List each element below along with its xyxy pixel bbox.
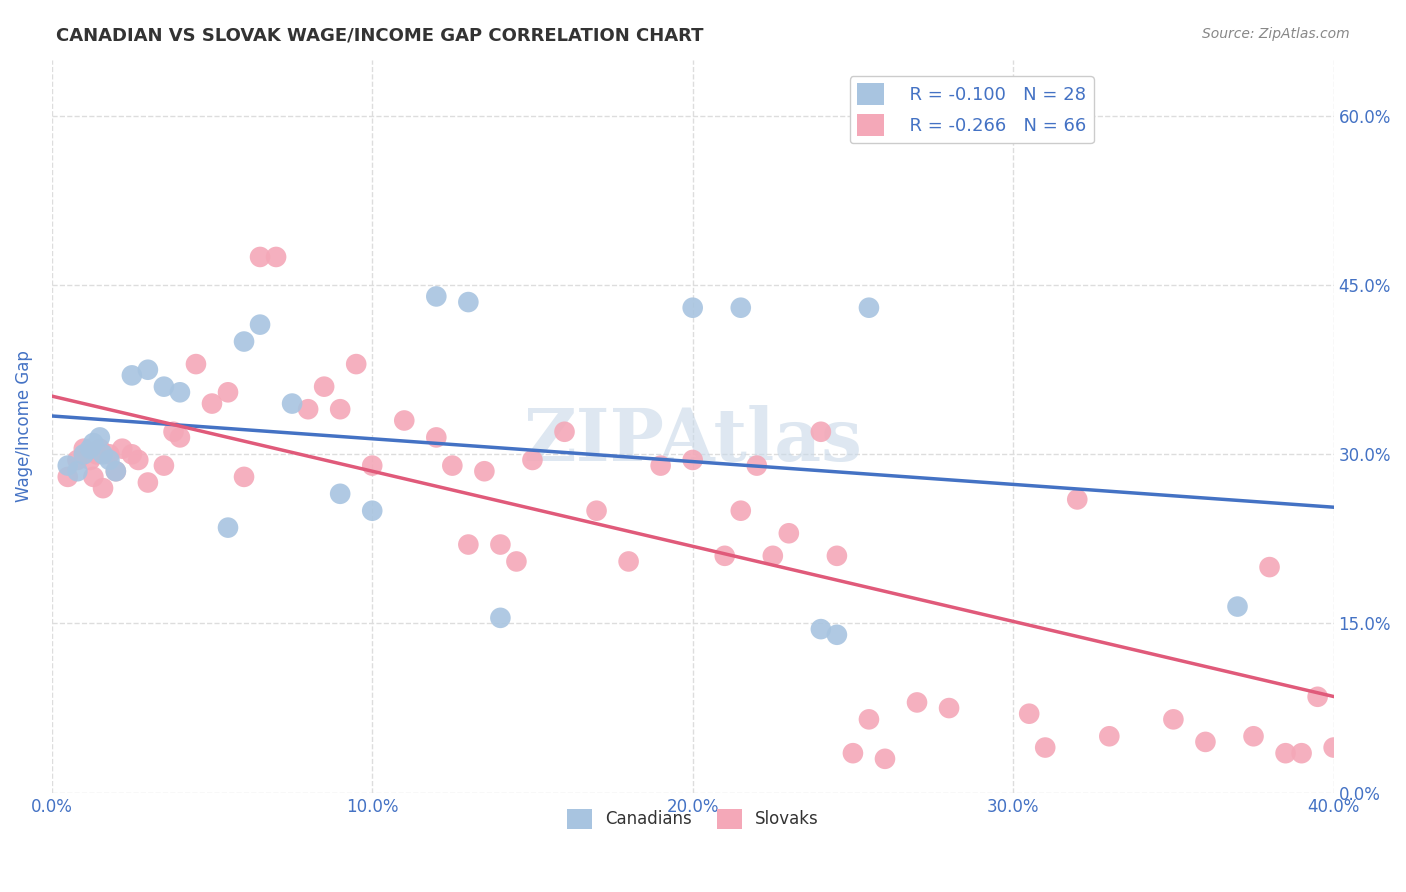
- Point: [1274, 746, 1296, 760]
- Point: [489, 537, 512, 551]
- Point: [489, 611, 512, 625]
- Point: [169, 430, 191, 444]
- Point: [1291, 746, 1313, 760]
- Point: [745, 458, 768, 473]
- Point: [153, 379, 176, 393]
- Point: [553, 425, 575, 439]
- Point: [201, 396, 224, 410]
- Point: [56, 470, 79, 484]
- Point: [217, 385, 239, 400]
- Point: [1066, 492, 1088, 507]
- Text: Source: ZipAtlas.com: Source: ZipAtlas.com: [1202, 27, 1350, 41]
- Point: [217, 521, 239, 535]
- Point: [82, 436, 104, 450]
- Y-axis label: Wage/Income Gap: Wage/Income Gap: [15, 351, 32, 502]
- Point: [79, 453, 101, 467]
- Point: [111, 442, 134, 456]
- Point: [457, 537, 479, 551]
- Point: [873, 752, 896, 766]
- Point: [361, 458, 384, 473]
- Point: [441, 458, 464, 473]
- Point: [682, 453, 704, 467]
- Point: [82, 470, 104, 484]
- Point: [281, 396, 304, 410]
- Point: [522, 453, 544, 467]
- Point: [249, 318, 271, 332]
- Point: [762, 549, 785, 563]
- Point: [329, 402, 352, 417]
- Point: [264, 250, 287, 264]
- Point: [127, 453, 149, 467]
- Point: [810, 425, 832, 439]
- Point: [104, 464, 127, 478]
- Point: [1002, 92, 1025, 106]
- Point: [457, 295, 479, 310]
- Point: [73, 442, 96, 456]
- Point: [858, 301, 880, 315]
- Point: [86, 447, 108, 461]
- Point: [98, 453, 121, 467]
- Point: [162, 425, 184, 439]
- Point: [73, 447, 96, 461]
- Point: [1033, 740, 1056, 755]
- Point: [233, 334, 256, 349]
- Point: [98, 447, 121, 461]
- Point: [858, 712, 880, 726]
- Point: [905, 695, 928, 709]
- Text: CANADIAN VS SLOVAK WAGE/INCOME GAP CORRELATION CHART: CANADIAN VS SLOVAK WAGE/INCOME GAP CORRE…: [56, 27, 704, 45]
- Point: [56, 458, 79, 473]
- Point: [778, 526, 800, 541]
- Point: [730, 504, 752, 518]
- Text: ZIPAtlas: ZIPAtlas: [523, 405, 862, 476]
- Point: [825, 549, 848, 563]
- Point: [136, 363, 159, 377]
- Point: [1258, 560, 1281, 574]
- Point: [617, 554, 640, 568]
- Point: [104, 464, 127, 478]
- Point: [121, 368, 143, 383]
- Point: [825, 628, 848, 642]
- Point: [713, 549, 735, 563]
- Point: [1098, 729, 1121, 743]
- Point: [1018, 706, 1040, 721]
- Point: [249, 250, 271, 264]
- Point: [474, 464, 496, 478]
- Point: [1194, 735, 1216, 749]
- Point: [66, 464, 89, 478]
- Point: [1243, 729, 1265, 743]
- Point: [1163, 712, 1185, 726]
- Point: [730, 301, 752, 315]
- Point: [89, 442, 111, 456]
- Point: [505, 554, 527, 568]
- Point: [314, 379, 336, 393]
- Point: [682, 301, 704, 315]
- Legend: Canadians, Slovaks: Canadians, Slovaks: [560, 802, 825, 836]
- Point: [89, 430, 111, 444]
- Point: [650, 458, 672, 473]
- Point: [1306, 690, 1329, 704]
- Point: [91, 481, 114, 495]
- Point: [136, 475, 159, 490]
- Point: [329, 487, 352, 501]
- Point: [66, 453, 89, 467]
- Point: [425, 430, 447, 444]
- Point: [1323, 740, 1346, 755]
- Point: [810, 622, 832, 636]
- Point: [79, 442, 101, 456]
- Point: [153, 458, 176, 473]
- Point: [842, 746, 865, 760]
- Point: [184, 357, 207, 371]
- Point: [1226, 599, 1249, 614]
- Point: [361, 504, 384, 518]
- Point: [425, 289, 447, 303]
- Point: [297, 402, 319, 417]
- Point: [938, 701, 960, 715]
- Point: [394, 413, 416, 427]
- Point: [91, 447, 114, 461]
- Point: [169, 385, 191, 400]
- Point: [344, 357, 367, 371]
- Point: [121, 447, 143, 461]
- Point: [233, 470, 256, 484]
- Point: [585, 504, 607, 518]
